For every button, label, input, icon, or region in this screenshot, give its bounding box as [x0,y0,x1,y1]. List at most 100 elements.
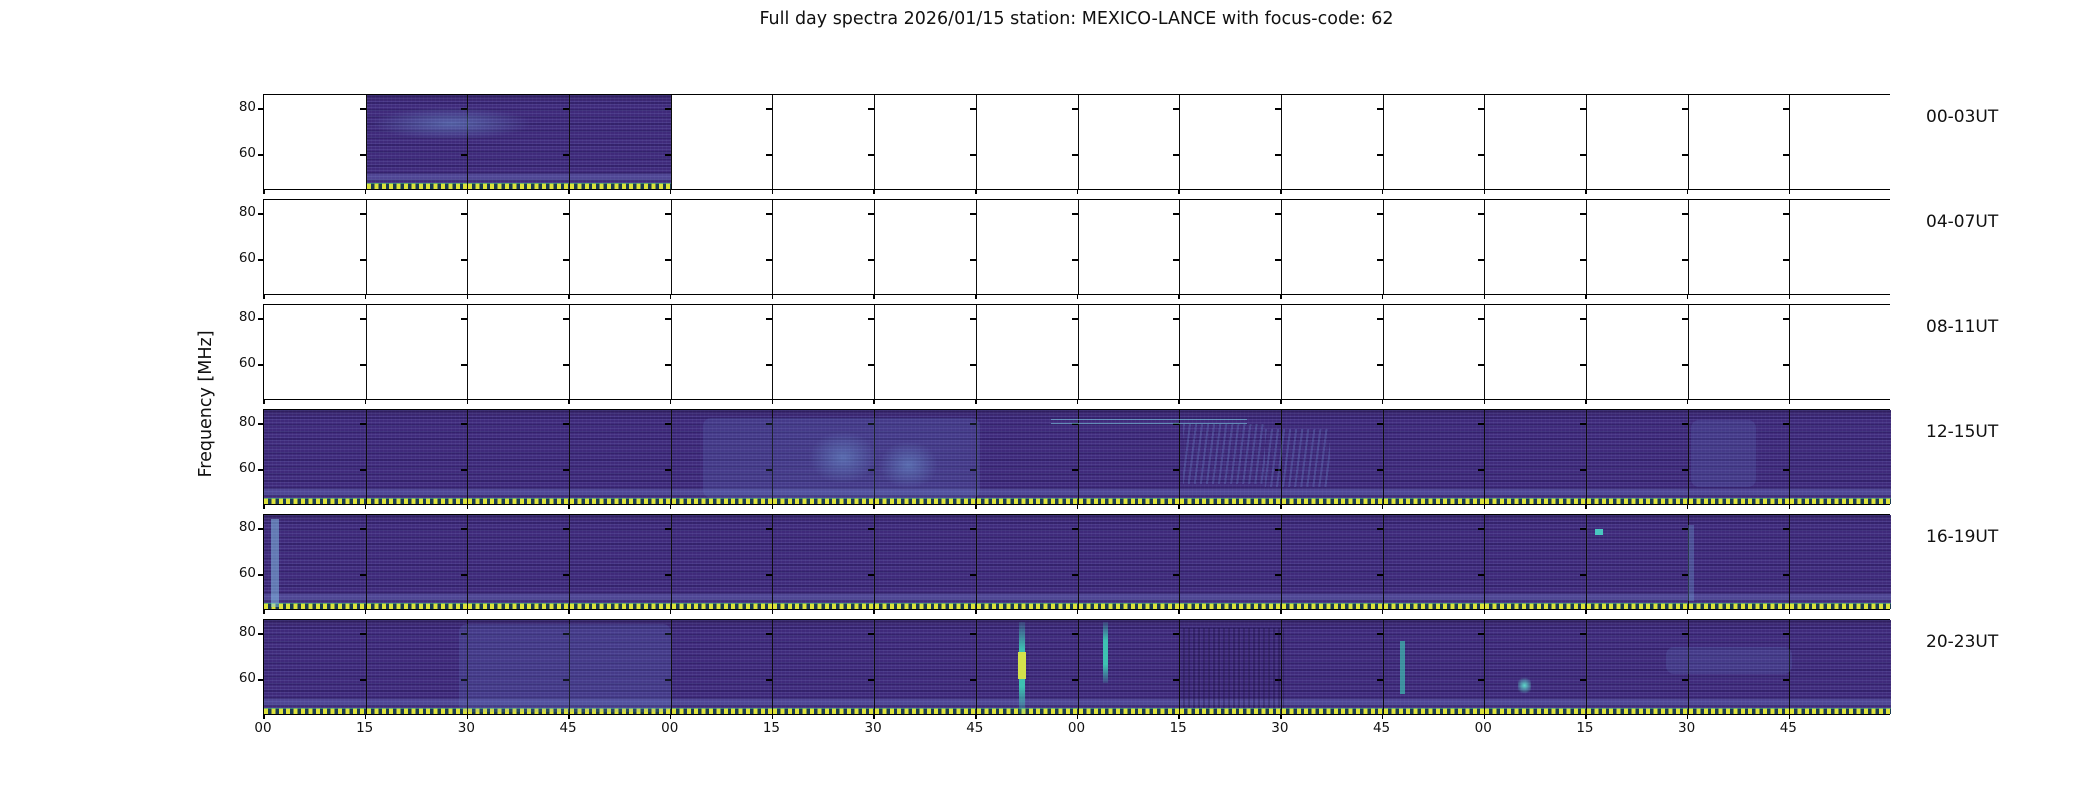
freq-tick [563,259,570,261]
freq-tick [563,364,570,366]
freq-tick [664,154,671,156]
spectrogram-cell-empty [1789,95,1891,189]
freq-tick [766,318,773,320]
freq-tick [359,574,366,576]
freq-tick [1579,679,1586,681]
freq-tick [1274,574,1281,576]
freq-tick [1783,213,1790,215]
freq-tick [1376,154,1383,156]
spectrogram-cell-data [365,515,468,609]
time-tick [1381,295,1384,300]
freq-tick [1579,259,1586,261]
time-tick [975,400,977,405]
freq-tick [258,574,264,576]
spectrogram-cell-data [1484,515,1586,609]
freq-tick [461,574,468,576]
freq-tick [359,259,366,261]
freq-tick-label: 60 [238,145,256,161]
time-tick [771,295,774,300]
spectrogram-cell-empty [1789,305,1891,399]
time-tick [1686,610,1689,615]
freq-tick [766,259,773,261]
freq-tick [1783,259,1790,261]
time-tick [1076,190,1079,195]
time-tick [1788,295,1790,300]
time-tick-label: 30 [457,720,475,736]
spectrogram-row-00-03UT: 80 60 00-03UT [239,94,1998,195]
spectrogram-cell-empty [1280,200,1383,294]
spectrogram-cell-empty [1687,95,1790,189]
spectrogram-cell-empty [1280,305,1383,399]
spectrogram-cell-empty [467,200,570,294]
freq-tick [969,213,976,215]
freq-tick [359,679,366,681]
time-tick [1381,715,1384,720]
spectrogram-cell-data [1179,410,1281,504]
freq-tick [563,154,570,156]
freq-tick [359,528,366,530]
time-tick [670,295,672,300]
freq-tick [766,679,773,681]
freq-tick [1274,528,1281,530]
freq-tick [359,318,366,320]
time-tick [1280,190,1282,195]
freq-tick-label: 60 [238,565,256,581]
spectrogram-cell-data [569,95,671,189]
spectrogram-cell-empty [365,305,468,399]
freq-tick [1274,108,1281,110]
time-tick [1178,400,1180,405]
freq-tick [1579,423,1586,425]
spectrogram-cell-empty [1585,95,1688,189]
spectrogram-cell-data [670,410,773,504]
time-tick [1483,715,1485,720]
spectrogram-cell-empty [975,200,1078,294]
freq-tick [1274,318,1281,320]
time-tick [1686,715,1689,720]
time-tick [670,610,672,615]
spectrogram-cell-data [1382,620,1485,714]
freq-tick [1376,364,1383,366]
time-tick [771,190,774,195]
time-tick [1483,400,1485,405]
time-tick [1483,295,1485,300]
time-tick [1585,295,1587,300]
spectrogram-row-08-11UT: 80 60 08-11UT [239,304,1998,405]
freq-tick [868,259,875,261]
time-tick-label: 00 [254,720,272,736]
freq-tick [563,213,570,215]
freq-tick [1274,213,1281,215]
time-tick [975,505,977,510]
row-time-label: 16-19UT [1926,527,1999,547]
time-tick [1585,400,1587,405]
freq-tick [1478,574,1485,576]
spectrogram-cell-data [874,515,976,609]
freq-tick [1173,108,1180,110]
spectrogram-cell-empty [670,305,773,399]
freq-tick [359,213,366,215]
spectrogram-cell-data [569,410,671,504]
spectrogram-cell-empty [467,305,570,399]
time-tick [1483,505,1485,510]
time-tick-label: 00 [1474,720,1492,736]
freq-tick [969,318,976,320]
freq-tick [1783,423,1790,425]
freq-tick [868,423,875,425]
spectrogram-cell-empty [670,200,773,294]
freq-tick [258,633,264,635]
freq-tick [664,364,671,366]
row-time-label: 12-15UT [1926,422,1999,442]
freq-tick [258,318,264,320]
freq-tick-label: 80 [238,99,256,115]
time-tick [466,610,469,615]
time-tick [466,400,469,405]
time-tick [364,400,367,405]
time-tick [568,715,570,720]
freq-tick [258,213,264,215]
spectrogram-cell-data [1585,410,1688,504]
time-tick-label: 30 [1271,720,1289,736]
freq-tick [359,108,366,110]
freq-tick [1681,364,1688,366]
time-tick [873,610,875,615]
spectrogram-cell-empty [874,200,976,294]
